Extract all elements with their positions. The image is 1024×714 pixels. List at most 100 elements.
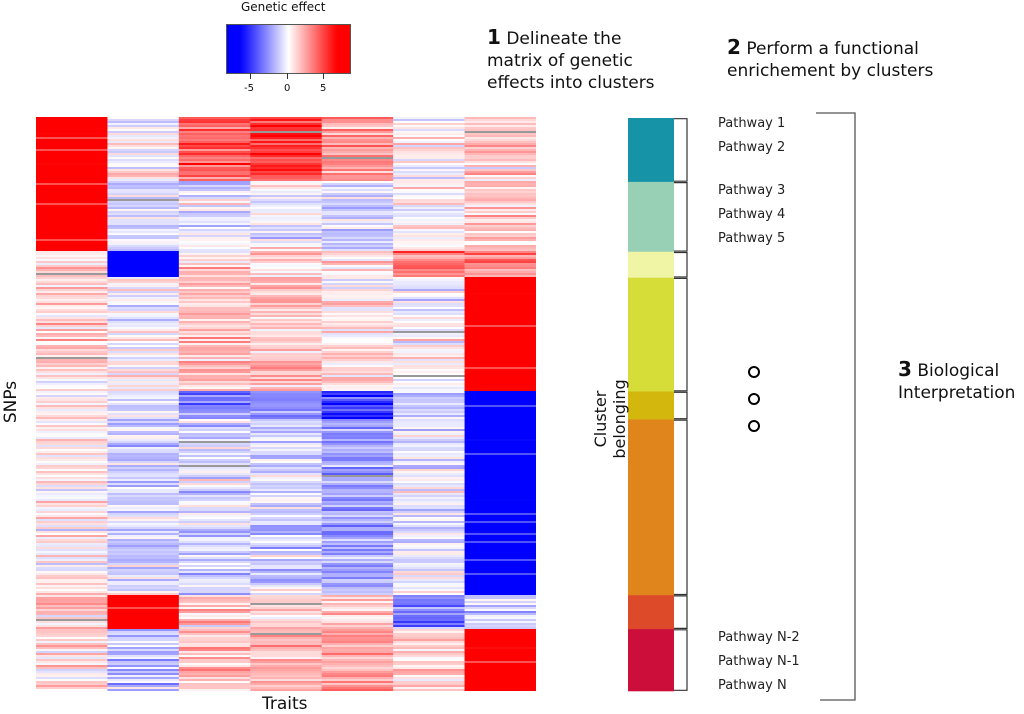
heatmap-cell — [321, 455, 394, 458]
heatmap-cell — [36, 553, 108, 556]
heatmap-cell — [178, 681, 251, 684]
heatmap-cell — [250, 315, 323, 318]
heatmap-cell — [321, 329, 394, 332]
heatmap-cell — [250, 271, 323, 274]
heatmap-cell — [250, 243, 323, 246]
heatmap-cell — [393, 541, 465, 544]
heatmap-cell — [36, 353, 108, 356]
pathway-label: Pathway 1 — [718, 116, 786, 131]
heatmap-cell — [464, 587, 536, 590]
heatmap-cell — [464, 461, 536, 464]
heatmap-cell — [107, 631, 180, 634]
heatmap-cell — [107, 487, 180, 490]
cluster-segment — [628, 277, 674, 392]
heatmap-cell — [36, 455, 108, 458]
heatmap-cell — [321, 531, 394, 534]
heatmap-cell — [178, 399, 251, 402]
heatmap-cell — [393, 549, 465, 552]
heatmap-cell — [178, 467, 251, 470]
heatmap-cell — [178, 413, 251, 416]
heatmap-cell — [178, 283, 251, 286]
heatmap-cell — [321, 571, 394, 574]
heatmap-cell — [107, 559, 180, 562]
heatmap-cell — [393, 421, 465, 424]
heatmap-cell — [107, 297, 180, 300]
heatmap-cell — [321, 207, 394, 210]
heatmap-cell — [321, 657, 394, 660]
heatmap-cell — [107, 619, 180, 622]
heatmap-cell — [464, 473, 536, 476]
heatmap-cell — [250, 505, 323, 508]
heatmap-cell — [36, 363, 108, 366]
heatmap-cell — [178, 203, 251, 206]
heatmap-cell — [107, 433, 180, 436]
heatmap-cell — [464, 255, 536, 258]
heatmap-cell — [464, 251, 536, 254]
heatmap-cell — [321, 217, 394, 220]
heatmap-cell — [36, 321, 108, 324]
heatmap-cell — [321, 397, 394, 400]
heatmap-cell — [464, 549, 536, 552]
heatmap-cell — [393, 265, 465, 268]
heatmap-cell — [178, 225, 251, 228]
heatmap-cell — [464, 499, 536, 502]
heatmap-cell — [464, 305, 536, 308]
heatmap-cell — [36, 603, 108, 606]
heatmap-cell — [393, 653, 465, 656]
heatmap-cell — [36, 677, 108, 680]
heatmap-cell — [393, 343, 465, 346]
heatmap-cell — [393, 451, 465, 454]
heatmap-cell — [464, 687, 536, 690]
heatmap-cell — [464, 459, 536, 462]
heatmap-cell — [107, 317, 180, 320]
heatmap-cell — [107, 477, 180, 480]
heatmap-cell — [178, 247, 251, 250]
heatmap-cell — [464, 283, 536, 286]
heatmap-cell — [393, 309, 465, 312]
step-3: 3 Biological Interpretation — [898, 357, 1016, 403]
heatmap-cell — [250, 497, 323, 500]
heatmap-cell — [36, 303, 108, 306]
heatmap-cell — [321, 383, 394, 386]
heatmap-cell — [464, 217, 536, 220]
heatmap-cell — [107, 357, 180, 360]
heatmap-cell — [107, 469, 180, 472]
heatmap-cell — [36, 483, 108, 486]
heatmap-cell — [321, 371, 394, 374]
heatmap-cell — [393, 471, 465, 474]
heatmap-cell — [178, 197, 251, 200]
heatmap-cell — [36, 441, 108, 444]
heatmap-cell — [107, 225, 180, 228]
heatmap-cell — [250, 567, 323, 570]
heatmap-cell — [36, 161, 108, 164]
heatmap-cell — [107, 351, 180, 354]
heatmap-cell — [107, 673, 180, 676]
heatmap-cell — [321, 223, 394, 226]
heatmap-cell — [393, 555, 465, 558]
heatmap-cell — [321, 495, 394, 498]
heatmap-cell — [107, 605, 180, 608]
heatmap-cell — [36, 409, 108, 412]
heatmap-cell — [250, 641, 323, 644]
heatmap-cell — [250, 407, 323, 410]
heatmap-cell — [107, 421, 180, 424]
heatmap-cell — [250, 137, 323, 140]
heatmap-cell — [393, 497, 465, 500]
heatmap-cell — [250, 179, 323, 182]
heatmap-cell — [107, 257, 180, 260]
heatmap-cell — [178, 253, 251, 256]
heatmap-cell — [250, 149, 323, 152]
heatmap-cell — [250, 131, 323, 134]
heatmap-cell — [393, 543, 465, 546]
heatmap-cell — [178, 139, 251, 142]
heatmap-cell — [393, 449, 465, 452]
heatmap-cell — [36, 341, 108, 344]
heatmap-cell — [321, 665, 394, 668]
heatmap-cell — [464, 607, 536, 610]
heatmap-cell — [178, 375, 251, 378]
heatmap-cell — [250, 591, 323, 594]
heatmap-cell — [321, 155, 394, 158]
heatmap-cell — [321, 391, 394, 394]
heatmap-cell — [250, 579, 323, 582]
heatmap-cell — [321, 483, 394, 486]
